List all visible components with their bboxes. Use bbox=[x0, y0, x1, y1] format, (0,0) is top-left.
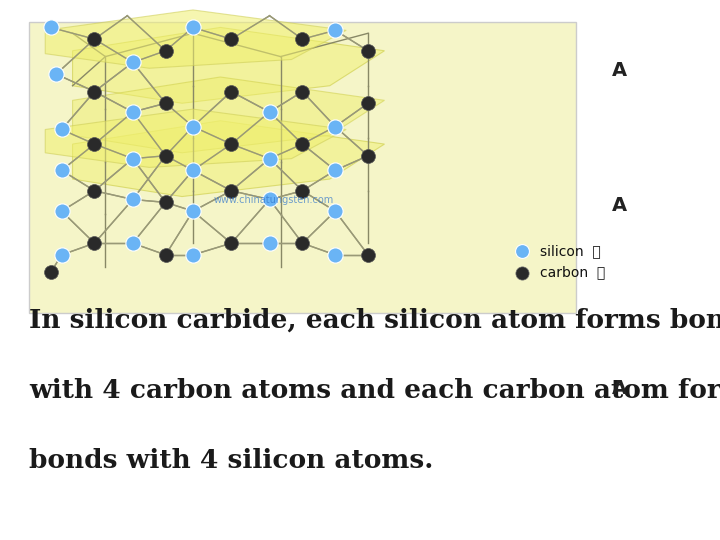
Point bbox=[225, 239, 237, 247]
Point bbox=[89, 186, 100, 195]
Point bbox=[330, 251, 341, 259]
Point bbox=[56, 125, 68, 134]
Text: A: A bbox=[611, 379, 627, 399]
Point bbox=[264, 195, 275, 204]
Point bbox=[225, 186, 237, 195]
Text: with 4 carbon atoms and each carbon atom forms: with 4 carbon atoms and each carbon atom… bbox=[29, 378, 720, 403]
Point bbox=[362, 251, 374, 259]
Text: www.chinatungsten.com: www.chinatungsten.com bbox=[213, 195, 334, 205]
Point bbox=[187, 122, 199, 131]
Point bbox=[362, 99, 374, 107]
Point bbox=[160, 151, 171, 160]
FancyBboxPatch shape bbox=[29, 22, 576, 313]
Polygon shape bbox=[45, 10, 346, 68]
Text: In silicon carbide, each silicon atom forms bonds: In silicon carbide, each silicon atom fo… bbox=[29, 308, 720, 333]
Point bbox=[127, 239, 138, 247]
Point bbox=[89, 140, 100, 149]
Point bbox=[127, 107, 138, 116]
Point bbox=[89, 87, 100, 96]
Point bbox=[187, 166, 199, 174]
Point bbox=[45, 268, 56, 276]
Point bbox=[45, 23, 56, 32]
Point bbox=[362, 46, 374, 55]
Point bbox=[187, 207, 199, 215]
Text: A: A bbox=[611, 195, 627, 215]
Point bbox=[516, 268, 528, 277]
Point bbox=[160, 46, 171, 55]
Point bbox=[297, 87, 308, 96]
Point bbox=[264, 107, 275, 116]
Text: A: A bbox=[611, 60, 627, 80]
Point bbox=[330, 26, 341, 35]
Point bbox=[330, 207, 341, 215]
Point bbox=[330, 122, 341, 131]
Polygon shape bbox=[45, 109, 346, 167]
Polygon shape bbox=[73, 121, 384, 197]
Point bbox=[127, 195, 138, 204]
Text: bonds with 4 silicon atoms.: bonds with 4 silicon atoms. bbox=[29, 448, 433, 473]
Point bbox=[127, 58, 138, 67]
Point bbox=[56, 166, 68, 174]
Point bbox=[225, 140, 237, 149]
Point bbox=[516, 247, 528, 255]
Polygon shape bbox=[73, 77, 384, 153]
Point bbox=[297, 239, 308, 247]
Point bbox=[297, 186, 308, 195]
Point bbox=[160, 198, 171, 207]
Point bbox=[160, 251, 171, 259]
Text: carbon  碳: carbon 碳 bbox=[540, 266, 606, 280]
Point bbox=[187, 23, 199, 32]
Point bbox=[297, 35, 308, 43]
Point bbox=[297, 140, 308, 149]
Text: silicon  硅: silicon 硅 bbox=[540, 244, 600, 258]
Point bbox=[56, 207, 68, 215]
Point bbox=[56, 251, 68, 259]
Point bbox=[50, 70, 62, 78]
Point bbox=[225, 87, 237, 96]
Point bbox=[187, 251, 199, 259]
Point bbox=[225, 35, 237, 43]
Point bbox=[160, 99, 171, 107]
Point bbox=[127, 154, 138, 163]
Point bbox=[89, 35, 100, 43]
Point bbox=[264, 154, 275, 163]
Point bbox=[89, 239, 100, 247]
Point bbox=[264, 239, 275, 247]
Polygon shape bbox=[73, 28, 384, 103]
Point bbox=[330, 166, 341, 174]
Point bbox=[362, 151, 374, 160]
